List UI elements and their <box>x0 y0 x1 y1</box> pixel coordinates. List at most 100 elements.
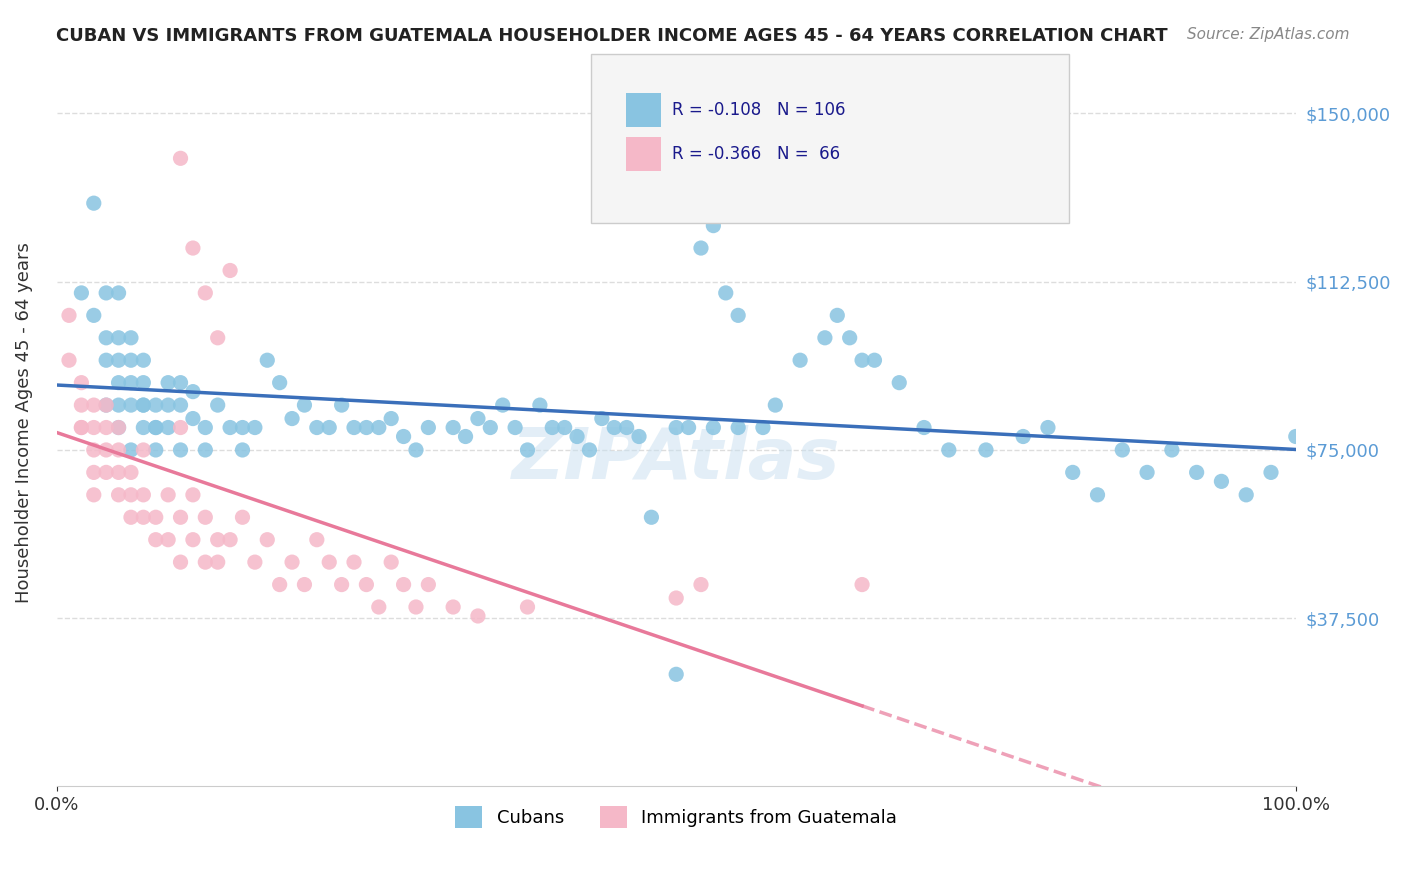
Point <box>702 219 724 233</box>
Point <box>640 510 662 524</box>
Point <box>83 466 105 480</box>
Point <box>851 353 873 368</box>
Point <box>107 420 129 434</box>
Point <box>256 533 278 547</box>
Point <box>554 420 576 434</box>
Point <box>83 309 105 323</box>
Point <box>243 555 266 569</box>
Point <box>120 466 142 480</box>
Point <box>107 488 129 502</box>
Point <box>441 420 464 434</box>
Point <box>194 555 217 569</box>
Point <box>294 398 316 412</box>
Point <box>1211 475 1233 489</box>
Point <box>107 466 129 480</box>
Point <box>1136 466 1159 480</box>
Point <box>367 420 389 434</box>
Point <box>219 263 242 277</box>
Point <box>107 353 129 368</box>
Point <box>83 488 105 502</box>
Point <box>83 196 105 211</box>
Text: Source: ZipAtlas.com: Source: ZipAtlas.com <box>1187 27 1350 42</box>
Point <box>974 442 997 457</box>
Point <box>181 384 204 399</box>
Point <box>145 420 167 434</box>
Point <box>132 510 155 524</box>
Point <box>70 420 93 434</box>
Point <box>305 420 328 434</box>
Point <box>627 429 650 443</box>
Point <box>58 309 80 323</box>
Point <box>157 376 180 390</box>
Point <box>145 533 167 547</box>
Point <box>591 411 613 425</box>
Point <box>665 420 688 434</box>
Point <box>454 429 477 443</box>
Point <box>96 285 118 300</box>
Point <box>418 420 440 434</box>
Point <box>863 353 886 368</box>
Point <box>132 420 155 434</box>
Point <box>70 376 93 390</box>
Point <box>120 442 142 457</box>
Point <box>727 309 749 323</box>
Point <box>330 398 353 412</box>
Point <box>83 420 105 434</box>
Point <box>789 353 811 368</box>
Point <box>145 398 167 412</box>
Point <box>207 555 229 569</box>
Point <box>889 376 911 390</box>
Point <box>96 353 118 368</box>
Point <box>181 488 204 502</box>
Point <box>269 376 291 390</box>
Point <box>207 398 229 412</box>
Text: CUBAN VS IMMIGRANTS FROM GUATEMALA HOUSEHOLDER INCOME AGES 45 - 64 YEARS CORRELA: CUBAN VS IMMIGRANTS FROM GUATEMALA HOUSE… <box>56 27 1168 45</box>
Point <box>851 577 873 591</box>
Point <box>120 353 142 368</box>
Point <box>169 376 191 390</box>
Point <box>752 420 775 434</box>
Point <box>1111 442 1133 457</box>
Point <box>516 442 538 457</box>
Point <box>330 577 353 591</box>
Point <box>169 151 191 165</box>
Point <box>120 331 142 345</box>
Point <box>120 398 142 412</box>
Point <box>145 420 167 434</box>
Point <box>132 488 155 502</box>
Point <box>145 442 167 457</box>
Point <box>181 241 204 255</box>
Point <box>96 420 118 434</box>
Point <box>157 488 180 502</box>
Point <box>1260 466 1282 480</box>
Point <box>96 398 118 412</box>
Point <box>120 488 142 502</box>
Point <box>207 331 229 345</box>
Point <box>70 420 93 434</box>
Point <box>578 442 600 457</box>
Point <box>565 429 588 443</box>
Point <box>678 420 700 434</box>
Point <box>838 331 860 345</box>
Point <box>405 442 427 457</box>
Point <box>356 420 378 434</box>
Point <box>714 285 737 300</box>
Point <box>763 398 786 412</box>
Point <box>380 555 402 569</box>
Point <box>70 398 93 412</box>
Point <box>83 398 105 412</box>
Point <box>405 599 427 614</box>
Point <box>107 398 129 412</box>
Point <box>83 442 105 457</box>
Point <box>169 442 191 457</box>
Point <box>281 555 304 569</box>
Point <box>132 353 155 368</box>
Point <box>541 420 564 434</box>
Point <box>157 420 180 434</box>
Point <box>207 533 229 547</box>
Point <box>107 442 129 457</box>
Point <box>231 420 253 434</box>
Point <box>256 353 278 368</box>
Point <box>132 398 155 412</box>
Point <box>827 309 849 323</box>
